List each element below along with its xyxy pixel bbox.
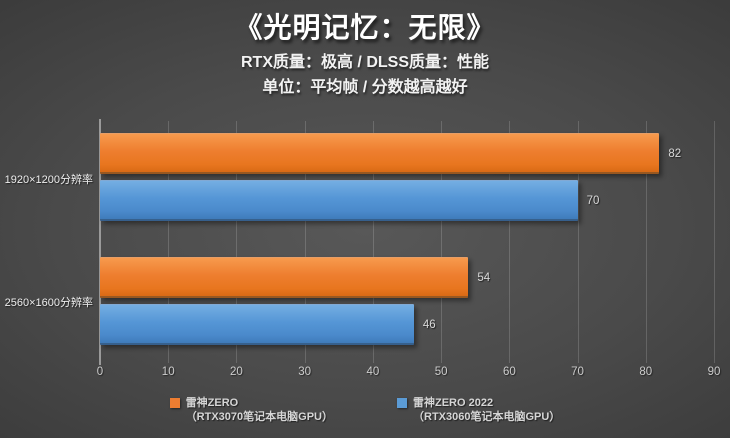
x-tick-label: 40 <box>366 366 380 378</box>
x-tick-label: 30 <box>298 366 312 378</box>
chart-subtitle-units: 单位：平均帧 / 分数越高越好 <box>262 79 468 96</box>
legend-entry-rtx3060: 雷神ZERO 2022 （RTX3060笔记本电脑GPU） <box>397 396 560 425</box>
legend-swatch-blue <box>397 398 407 408</box>
gridline <box>441 121 443 363</box>
x-tick-label: 20 <box>230 366 243 378</box>
x-tick-label: 10 <box>161 366 175 378</box>
gridline <box>168 121 170 363</box>
legend-label-line2: （RTX3060笔记本电脑GPU） <box>413 411 561 424</box>
plot-area: 82 70 54 46 <box>100 121 715 363</box>
chart-legend: 雷神ZERO （RTX3070笔记本电脑GPU） 雷神ZERO 2022 （RT… <box>0 396 730 425</box>
bar-rtx3070-2560x1600 <box>100 257 469 298</box>
bar-value-label: 70 <box>586 194 600 207</box>
gridline <box>714 121 715 363</box>
gridline <box>304 121 306 363</box>
bar-rtx3060-1920x1200 <box>100 180 578 221</box>
category-axis-line <box>99 119 101 365</box>
bar-rtx3070-1920x1200 <box>100 133 660 174</box>
chart-subtitle-settings: RTX质量：极高 / DLSS质量：性能 <box>240 54 489 71</box>
x-axis-ticks: 0 10 20 30 40 50 60 70 80 90 <box>96 366 721 380</box>
gridline <box>577 121 579 363</box>
bar-row: 70 <box>100 180 714 221</box>
category-label-2560x1600: 2560×1600分辨率 <box>4 297 93 309</box>
legend-label-line2: （RTX3070笔记本电脑GPU） <box>185 411 333 424</box>
bar-row: 54 <box>100 257 714 298</box>
legend-label-line1: 雷神ZERO 2022 <box>413 397 494 409</box>
x-tick-label: 90 <box>707 366 721 378</box>
legend-entry-rtx3070: 雷神ZERO （RTX3070笔记本电脑GPU） <box>169 396 333 425</box>
gridline <box>372 121 374 363</box>
x-tick-label: 70 <box>571 366 584 378</box>
category-label-1920x1200: 1920×1200分辨率 <box>4 174 93 186</box>
bar-value-label: 46 <box>422 318 436 331</box>
gridline <box>645 121 647 363</box>
legend-swatch-orange <box>169 398 180 408</box>
bar-value-label: 54 <box>477 271 491 284</box>
x-tick-label: 0 <box>96 366 104 378</box>
bar-value-label: 82 <box>668 147 682 160</box>
x-tick-label: 50 <box>434 366 448 378</box>
chart-title: 《光明记忆：无限》 <box>234 12 496 43</box>
x-tick-label: 80 <box>639 366 653 378</box>
gridline <box>509 121 511 363</box>
legend-label-line1: 雷神ZERO <box>185 397 239 409</box>
bar-rtx3060-2560x1600 <box>100 304 414 345</box>
axis-tick-mark <box>99 358 101 365</box>
legend-label: 雷神ZERO 2022 （RTX3060笔记本电脑GPU） <box>413 396 560 425</box>
legend-label: 雷神ZERO （RTX3070笔记本电脑GPU） <box>186 396 333 425</box>
bar-row: 82 <box>100 133 714 174</box>
bar-row: 46 <box>100 304 714 345</box>
gridline <box>236 121 238 363</box>
x-tick-label: 60 <box>502 366 516 378</box>
